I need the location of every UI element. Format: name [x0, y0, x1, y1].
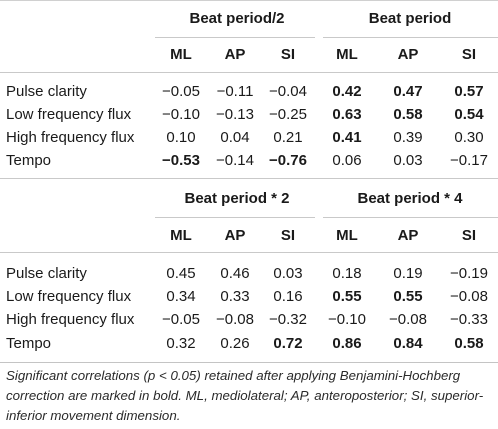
row-label: Tempo: [6, 335, 52, 352]
column-header-si: SI: [280, 227, 296, 244]
column-header-ap: AP: [397, 46, 419, 63]
table2-group-header-1: Beat period * 2: [184, 190, 290, 207]
table-cell: 0.26: [220, 335, 250, 352]
table-cell: 0.55: [332, 288, 362, 305]
column-header-ml: ML: [170, 46, 192, 63]
table-cell: −0.04: [269, 83, 307, 100]
table1-group-rule-1: [155, 37, 315, 38]
table2-group-rule-1: [155, 217, 315, 218]
column-header-ml: ML: [170, 227, 192, 244]
row-label: Tempo: [6, 152, 52, 169]
column-header-si: SI: [280, 46, 296, 63]
table2-group-header-2: Beat period * 4: [357, 190, 463, 207]
table-cell: 0.33: [220, 288, 250, 305]
column-header-ml: ML: [336, 46, 358, 63]
table-cell: 0.54: [454, 106, 484, 123]
table-cell: 0.10: [166, 129, 196, 146]
table1-group-rule-2: [323, 37, 498, 38]
table-cell: −0.05: [162, 311, 200, 328]
table2-bottom-rule: [0, 362, 498, 363]
table-cell: −0.05: [162, 83, 200, 100]
table-cell: 0.04: [220, 129, 250, 146]
table-caption: Significant correlations (p < 0.05) reta…: [6, 368, 484, 423]
table-cell: 0.03: [393, 152, 423, 169]
column-header-si: SI: [461, 46, 477, 63]
table-cell: 0.55: [393, 288, 423, 305]
table2-header-rule: [0, 252, 498, 253]
table1-header-rule: [0, 72, 498, 73]
table-cell: 0.41: [332, 129, 362, 146]
column-header-ml: ML: [336, 227, 358, 244]
table-cell: 0.42: [332, 83, 362, 100]
table-cell: 0.58: [454, 335, 484, 352]
table-cell: −0.33: [450, 311, 488, 328]
row-label: Pulse clarity: [6, 83, 87, 100]
table-cell: 0.84: [393, 335, 423, 352]
table-cell: −0.53: [162, 152, 200, 169]
table-cell: −0.11: [216, 83, 254, 100]
table-cell: 0.30: [454, 129, 484, 146]
row-label: Low frequency flux: [6, 106, 132, 123]
column-header-ap: AP: [224, 46, 246, 63]
table-cell: 0.39: [393, 129, 423, 146]
table-cell: 0.03: [273, 265, 303, 282]
row-label: Low frequency flux: [6, 288, 132, 305]
table-cell: 0.32: [166, 335, 196, 352]
table-cell: −0.14: [216, 152, 254, 169]
table1-bottom-rule: [0, 178, 498, 179]
column-header-ap: AP: [397, 227, 419, 244]
table-cell: 0.19: [393, 265, 423, 282]
table-cell: 0.86: [332, 335, 362, 352]
row-label: Pulse clarity: [6, 265, 87, 282]
table-cell: 0.46: [220, 265, 250, 282]
table-cell: −0.17: [450, 152, 488, 169]
column-header-ap: AP: [224, 227, 246, 244]
table-cell: −0.10: [328, 311, 366, 328]
table-cell: −0.25: [269, 106, 307, 123]
table-cell: −0.76: [269, 152, 307, 169]
row-label: High frequency flux: [6, 311, 135, 328]
table-cell: 0.72: [273, 335, 303, 352]
table-cell: 0.21: [273, 129, 303, 146]
table-cell: −0.08: [389, 311, 427, 328]
table-cell: 0.47: [393, 83, 423, 100]
table-cell: 0.58: [393, 106, 423, 123]
table1-group-header-1: Beat period/2: [189, 10, 285, 27]
table-cell: 0.57: [454, 83, 484, 100]
table1-top-rule: [0, 0, 498, 1]
table-cell: 0.45: [166, 265, 196, 282]
column-header-si: SI: [461, 227, 477, 244]
table1-group-header-2: Beat period: [368, 10, 452, 27]
table-cell: −0.13: [216, 106, 254, 123]
table-cell: 0.06: [332, 152, 362, 169]
table-cell: −0.08: [216, 311, 254, 328]
table2-group-rule-2: [323, 217, 498, 218]
table-cell: 0.63: [332, 106, 362, 123]
table-cell: 0.18: [332, 265, 362, 282]
table-cell: 0.34: [166, 288, 196, 305]
table-cell: −0.08: [450, 288, 488, 305]
table-cell: −0.32: [269, 311, 307, 328]
row-label: High frequency flux: [6, 129, 135, 146]
table-cell: −0.10: [162, 106, 200, 123]
table-cell: 0.16: [273, 288, 303, 305]
table-cell: −0.19: [450, 265, 488, 282]
